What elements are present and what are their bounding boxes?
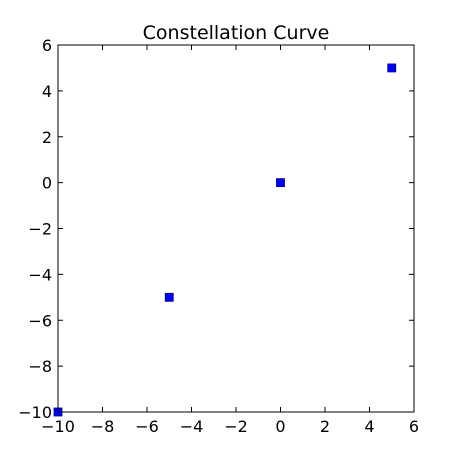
- y-tick-label: −2: [28, 220, 52, 239]
- x-tick-label: −2: [224, 417, 248, 436]
- marks-layer: [53, 63, 397, 417]
- x-tick-label: −10: [41, 417, 75, 436]
- y-tick-label: −8: [28, 357, 52, 376]
- data-point: [387, 63, 397, 73]
- y-tick-label: 0: [42, 174, 52, 193]
- x-tick-label: 4: [364, 417, 374, 436]
- ticks-layer: −10 −8 −6 −4 −2 0 2 4 6 −10 −8 −6 −4 −2 0 2 4 6: [18, 36, 419, 436]
- data-point: [276, 178, 285, 188]
- y-tick-label: 6: [42, 36, 52, 55]
- y-tick-label: −6: [28, 311, 52, 330]
- x-tick-label: 2: [320, 417, 330, 436]
- plot-frame: [57, 44, 415, 413]
- y-tick-label: −10: [18, 403, 52, 422]
- x-tick-label: 0: [275, 417, 285, 436]
- x-tick-label: −6: [135, 417, 159, 436]
- y-tick-label: 4: [42, 82, 52, 101]
- x-tick-label: 6: [409, 417, 419, 436]
- x-tick-label: −4: [180, 417, 204, 436]
- data-point: [164, 292, 174, 302]
- y-tick-label: 2: [42, 128, 52, 147]
- y-tick-label: −4: [28, 265, 52, 284]
- chart-title: Constellation Curve: [143, 22, 330, 44]
- x-tick-label: −8: [91, 417, 115, 436]
